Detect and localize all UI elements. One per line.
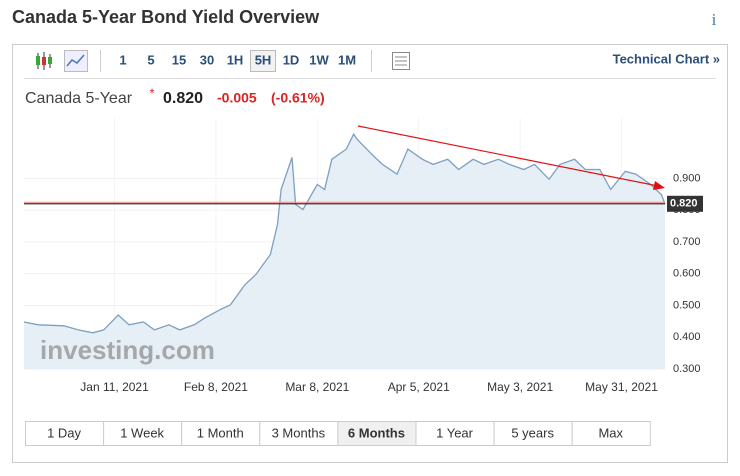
range-button[interactable]: 1 Month [197,425,244,440]
range-button-box[interactable] [25,421,105,446]
line-icon[interactable] [64,50,88,72]
settings-icon[interactable] [392,52,410,70]
range-button[interactable]: 1 Day [47,425,81,440]
x-tick-label: Jan 11, 2021 [80,380,149,394]
range-button[interactable]: Max [598,425,623,440]
y-tick-label: 0.700 [673,236,701,248]
range-selected[interactable] [337,421,417,446]
x-tick-label: Mar 8, 2021 [285,380,349,394]
trend-line [357,125,659,187]
interval-button[interactable]: 5H [255,52,272,67]
range-button[interactable]: 6 Months [348,425,405,440]
technical-chart-link[interactable]: Technical Chart » [613,51,720,66]
current-label-box [667,195,703,212]
range-button[interactable]: 5 years [511,425,554,440]
range-button-box[interactable] [181,421,261,446]
interval-button[interactable]: 1W [309,52,329,67]
x-tick-label: May 3, 2021 [487,380,553,394]
y-tick-label: 0.300 [673,363,701,375]
y-tick-label: 0.600 [673,268,701,280]
interval-selected [250,50,276,72]
watermark: investing.com [40,335,215,365]
x-tick-label: May 31, 2021 [585,380,658,394]
trend-arrowhead [653,181,665,190]
quote-change: -0.005 [217,90,257,106]
interval-button[interactable]: 15 [172,52,186,67]
page-title: Canada 5-Year Bond Yield Overview [12,7,320,27]
range-button-box[interactable] [259,421,339,446]
candle-icon[interactable] [36,52,52,70]
area-fill [24,134,665,369]
info-icon[interactable]: i [712,10,717,29]
quote-price: 0.820 [163,90,203,107]
y-tick-label: 0.900 [673,172,701,184]
interval-button[interactable]: 5 [147,52,154,67]
y-tick-label: 0.500 [673,299,701,311]
price-line [23,132,666,334]
interval-button[interactable]: 1H [227,52,244,67]
x-tick-label: Apr 5, 2021 [388,380,450,394]
quote-change-pct: (-0.61%) [271,90,325,106]
interval-button[interactable]: 30 [200,52,214,67]
interval-button[interactable]: 1D [283,52,300,67]
quote-marker: * [149,85,154,100]
range-button[interactable]: 1 Year [436,425,474,440]
range-button[interactable]: 1 Week [120,425,164,440]
y-tick-label: 0.400 [673,331,701,343]
x-tick-label: Feb 8, 2021 [184,380,248,394]
quote-name: Canada 5-Year [25,90,133,107]
range-button-box[interactable] [103,421,183,446]
interval-button[interactable]: 1M [338,52,356,67]
interval-button[interactable]: 1 [119,52,126,67]
range-button-box[interactable] [571,421,651,446]
current-label: 0.820 [670,198,698,210]
range-button[interactable]: 3 Months [272,425,326,440]
